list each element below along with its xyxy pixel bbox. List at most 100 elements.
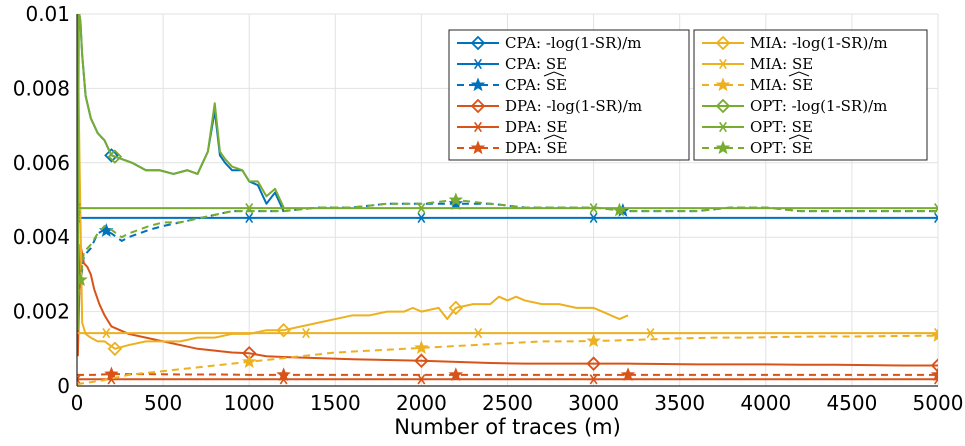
star-marker-shape [715,140,731,155]
star-marker [715,140,731,155]
legend-frame [693,29,928,161]
legend-label: CPA: SE [505,55,567,73]
legend-label-se-hat: SE [792,76,813,94]
asterisk-marker-stroke [77,377,81,385]
star-marker-shape [930,328,938,342]
y-tick-label: 0.002 [13,300,70,324]
hat-accent [788,71,810,77]
asterisk-marker [100,328,112,339]
star-marker-shape [612,202,627,217]
x-tick-label: 1500 [310,391,361,415]
asterisk-marker-stroke [589,212,598,223]
asterisk-marker-stroke [646,328,655,339]
diamond-marker-shape [107,341,123,357]
star-marker [77,272,88,287]
legend-item: DPA: SE [457,118,568,136]
star-marker [612,202,627,217]
legend-label: DPA: -log(1-SR)/m [505,97,642,115]
asterisk-marker-stroke [934,328,938,335]
series-dpa-diamond [77,243,938,373]
star-marker [620,367,636,381]
asterisk-marker-stroke [417,212,426,223]
asterisk-marker [717,121,729,133]
y-tick-label: 0.006 [13,151,70,175]
x-tick-label: 4500 [826,391,877,415]
asterisk-marker-stroke [934,216,938,223]
asterisk-marker [472,328,484,339]
hat-accent [788,134,810,140]
star-marker-shape [930,367,938,381]
asterisk-marker [77,203,83,214]
diamond-marker-shape [470,35,486,51]
asterisk-marker-stroke [719,121,727,133]
diamond-marker [414,353,429,368]
legend-item: CPA: SE [457,71,567,94]
asterisk-marker-stroke [77,203,81,210]
diamond-marker-shape [107,149,123,164]
star-marker-shape [620,367,636,381]
y-tick-label: 0 [57,374,70,398]
diamond-marker-shape [470,98,486,114]
star-marker-shape [470,77,486,92]
x-tick-label: 2500 [482,391,533,415]
legend-label: MIA: SE [750,76,813,94]
asterisk-marker [415,212,427,223]
legend-label: MIA: -log(1-SR)/m [750,34,888,52]
asterisk-marker-stroke [102,328,111,339]
legend-label-prefix: CPA: [505,76,546,94]
legend-label: MIA: SE [750,55,813,73]
star-marker [414,340,429,355]
asterisk-marker-stroke [934,203,938,210]
star-marker-shape [241,354,257,368]
diamond-marker [276,322,291,338]
asterisk-marker [644,328,656,339]
series-line [77,243,938,367]
legend-label: CPA: -log(1-SR)/m [505,34,642,52]
x-tick-label: 4000 [740,391,791,415]
star-marker [448,192,464,207]
legend-item: OPT: SE [702,118,813,136]
diamond-marker [586,356,601,371]
legend-label-prefix: OPT: [750,139,792,157]
star-marker-shape [715,77,731,92]
star-marker-shape [448,367,464,381]
x-tick-label: 2000 [396,391,447,415]
asterisk-marker-stroke [719,58,727,70]
asterisk-marker-stroke [474,121,482,133]
diamond-marker [107,341,123,357]
asterisk-marker [415,203,427,214]
star-marker-shape [104,366,119,381]
legend-label-se-hat: SE [546,139,567,157]
asterisk-marker [300,328,312,339]
y-tick-label: 0.008 [13,76,70,100]
asterisk-marker-stroke [417,374,426,385]
x-tick-label: 3000 [568,391,619,415]
asterisk-marker-stroke [302,328,310,339]
x-tick-label: 3500 [654,391,705,415]
asterisk-marker [77,374,83,385]
diamond-marker [448,300,464,316]
legend-item: DPA: SE [457,134,568,157]
diamond-marker [715,35,731,51]
legend-item: MIA: -log(1-SR)/m [702,34,888,52]
series-line [77,334,938,386]
diamond-marker-shape [715,35,731,51]
legend-item: MIA: SE [702,55,813,73]
legend-label: CPA: SE [505,76,567,94]
series-line [77,14,629,350]
legend-item: DPA: -log(1-SR)/m [457,97,642,115]
diamond-marker-shape [586,356,601,371]
diamond-marker-shape [276,322,291,338]
series-mia-diamond [77,14,629,357]
x-tick-label: 0 [71,391,84,415]
star-marker-shape [448,192,464,207]
hat-accent [543,134,565,140]
diamond-marker [104,148,119,163]
asterisk-marker-stroke [77,216,81,223]
star-marker-shape [470,140,486,155]
series-opt-diamond [77,14,285,331]
asterisk-marker [243,212,255,223]
